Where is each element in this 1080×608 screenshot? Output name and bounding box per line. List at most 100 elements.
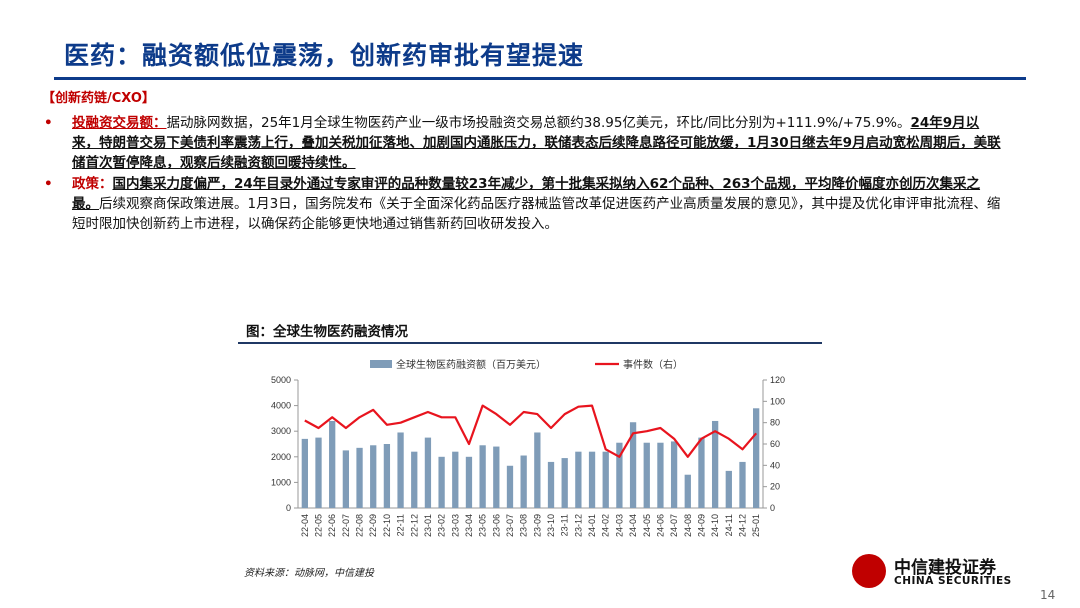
bar	[315, 437, 322, 508]
y-right-tick-label: 0	[770, 503, 775, 513]
logo-emblem-icon	[852, 554, 886, 588]
bar	[588, 451, 596, 508]
bar	[698, 437, 705, 508]
x-tick-label: 24-03	[614, 514, 624, 537]
bar	[479, 445, 486, 508]
bar	[616, 442, 623, 508]
title-divider	[54, 77, 1026, 80]
x-tick-label: 23-06	[491, 514, 501, 537]
x-tick-label: 23-10	[546, 514, 556, 537]
x-tick-label: 23-11	[560, 514, 570, 536]
bar	[438, 456, 445, 508]
x-tick-label: 22-10	[382, 514, 392, 537]
y-left-tick-label: 5000	[271, 375, 291, 385]
bar	[520, 455, 527, 508]
bar	[329, 420, 336, 508]
y-left-tick-label: 2000	[271, 452, 291, 462]
x-tick-label: 24-05	[642, 514, 652, 537]
bar	[575, 451, 582, 508]
bullet-policy: • 政策：国内集采力度偏严，24年目录外通过专家审评的品种数量较23年减少，第十…	[44, 174, 1004, 234]
bullet-lead: 投融资交易额：	[72, 115, 167, 131]
y-right-tick-label: 60	[770, 439, 780, 449]
bar	[534, 432, 541, 508]
bullet-text: 据动脉网数据，25年1月全球生物医药产业一级市场投融资交易总额约38.95亿美元…	[166, 115, 911, 131]
bar	[342, 450, 350, 508]
y-right-tick-label: 20	[770, 482, 780, 492]
x-tick-label: 22-06	[327, 514, 337, 537]
bar	[356, 447, 363, 508]
x-tick-label: 25-01	[751, 514, 761, 537]
bullet-emphasis: 国内集采力度偏严，24年目录外通过专家审评的品种数量较23年减少，第十批集采拟纳…	[72, 176, 981, 212]
bar	[383, 444, 391, 508]
x-tick-label: 24-09	[696, 514, 706, 537]
x-tick-label: 23-08	[519, 514, 529, 537]
chart-title-divider	[238, 342, 822, 344]
y-left-tick-label: 0	[286, 503, 291, 513]
x-tick-label: 22-12	[409, 514, 419, 537]
logo-name-cn: 中信建投证券	[894, 558, 996, 578]
bar	[424, 437, 432, 508]
y-right-tick-label: 100	[770, 396, 785, 406]
logo-name-en: CHINA SECURITIES	[894, 575, 1012, 587]
financing-chart: 0 1000 2000 3000 4000 5000 0 20 40 60 80 100 120 22-0…	[271, 358, 785, 537]
page-number: 14	[1040, 588, 1056, 602]
x-tick-label: 24-04	[628, 514, 638, 537]
bar	[506, 465, 514, 508]
bar	[684, 474, 691, 508]
x-tick-label: 22-07	[341, 514, 351, 537]
company-logo: 中信建投证券 CHINA SECURITIES	[852, 553, 1037, 591]
bar	[561, 458, 568, 508]
bar	[547, 461, 555, 508]
x-tick-label: 24-10	[710, 514, 720, 537]
bar	[397, 432, 404, 508]
x-tick-label: 22-11	[396, 514, 406, 536]
source-note: 资料来源：动脉网，中信建投	[244, 568, 374, 579]
x-tick-label: 24-02	[601, 514, 611, 537]
slide-title: 医药：融资额低位震荡，创新药审批有望提速	[64, 41, 585, 70]
x-tick-label: 22-05	[314, 514, 324, 537]
x-tick-label: 23-03	[450, 514, 460, 537]
bar	[711, 420, 719, 508]
bullet-dot: •	[44, 176, 53, 192]
x-tick-label: 24-08	[683, 514, 693, 537]
bar	[739, 461, 746, 508]
bar	[411, 451, 418, 508]
x-tick-label: 23-12	[573, 514, 583, 537]
x-tick-label: 22-08	[355, 514, 365, 537]
x-tick-label: 24-01	[587, 514, 597, 537]
bullet-lead: 政策：	[72, 176, 113, 192]
x-tick-label: 23-07	[505, 514, 515, 537]
bullet-financing: • 投融资交易额：据动脉网数据，25年1月全球生物医药产业一级市场投融资交易总额…	[44, 113, 1004, 173]
bar	[493, 446, 500, 508]
event-count-line	[304, 404, 758, 458]
bar	[657, 442, 664, 508]
y-left-tick-label: 1000	[271, 477, 291, 487]
y-right-tick-label: 80	[770, 418, 780, 428]
bar	[602, 451, 609, 508]
x-tick-label: 24-06	[655, 514, 665, 537]
bar	[643, 442, 650, 508]
x-tick-label: 24-07	[669, 514, 679, 537]
bullet-text: 后续观察商保政策进展。1月3日，国务院发布《关于全面深化药品医疗器械监管改革促进…	[72, 196, 1001, 232]
x-tick-label: 23-09	[532, 514, 542, 537]
x-tick-label: 23-01	[423, 514, 433, 537]
x-tick-label: 23-02	[437, 514, 447, 537]
legend-line-label: 事件数（右）	[623, 358, 683, 371]
bullet-list: • 投融资交易额：据动脉网数据，25年1月全球生物医药产业一级市场投融资交易总额…	[44, 113, 1004, 235]
bar	[670, 441, 678, 508]
bar	[452, 451, 459, 508]
bar	[370, 445, 377, 508]
legend-bar-swatch	[370, 360, 392, 368]
bar	[629, 422, 637, 508]
bullet-emphasis: 24年9月以来，特朗普交易下美债利率震荡上行，叠加关税加征落地、加剧国内通胀压力…	[72, 115, 1001, 171]
x-tick-label: 24-12	[737, 514, 747, 537]
x-tick-label: 22-04	[300, 514, 310, 537]
bar	[753, 408, 760, 508]
x-tick-label: 23-05	[478, 514, 488, 537]
legend-bar-label: 全球生物医药融资额（百万美元）	[396, 358, 546, 371]
y-right-tick-label: 120	[770, 375, 785, 385]
bar	[465, 456, 473, 508]
chart-title: 图：全球生物医药融资情况	[246, 324, 408, 340]
section-tag: 【创新药链/CXO】	[42, 91, 155, 106]
bullet-dot: •	[44, 115, 53, 131]
